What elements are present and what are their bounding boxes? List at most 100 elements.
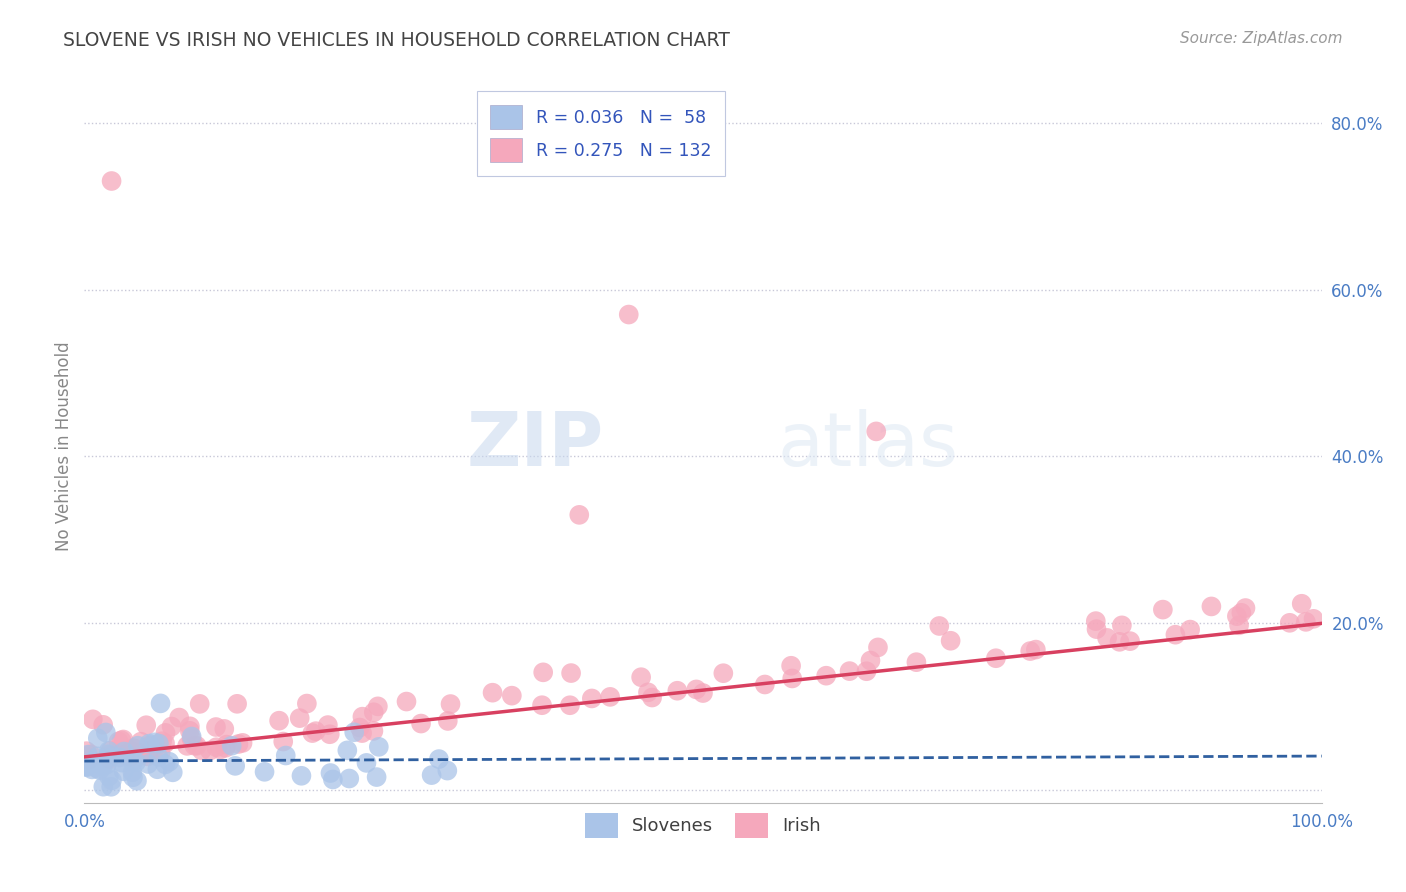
Point xyxy=(97,769,120,783)
Point xyxy=(80,763,103,777)
Point xyxy=(337,772,360,786)
Point xyxy=(617,308,640,322)
Point xyxy=(780,658,803,673)
Point xyxy=(190,743,212,757)
Point xyxy=(86,749,108,764)
Point xyxy=(1230,606,1253,620)
Point xyxy=(155,726,177,740)
Point xyxy=(75,749,97,764)
Point xyxy=(149,746,172,760)
Point xyxy=(352,726,374,740)
Point xyxy=(96,757,118,772)
Point xyxy=(136,756,159,771)
Point xyxy=(101,773,124,788)
Point xyxy=(274,748,297,763)
Point xyxy=(558,698,581,713)
Point xyxy=(215,738,238,752)
Point xyxy=(531,698,554,713)
Point xyxy=(77,753,100,767)
Point xyxy=(176,739,198,753)
Point xyxy=(125,746,148,760)
Point xyxy=(86,762,108,776)
Point xyxy=(367,739,389,754)
Point xyxy=(1178,623,1201,637)
Point xyxy=(122,770,145,784)
Point xyxy=(1084,614,1107,628)
Point xyxy=(180,731,202,746)
Point xyxy=(75,759,97,773)
Point xyxy=(1234,601,1257,615)
Point xyxy=(1119,634,1142,648)
Point xyxy=(125,755,148,769)
Point xyxy=(865,425,887,439)
Point xyxy=(100,780,122,794)
Point xyxy=(205,740,228,755)
Text: atlas: atlas xyxy=(778,409,959,483)
Point xyxy=(98,752,121,766)
Point xyxy=(75,760,97,774)
Point xyxy=(984,651,1007,665)
Point xyxy=(1226,609,1249,624)
Point xyxy=(167,710,190,724)
Point xyxy=(1025,642,1047,657)
Point xyxy=(80,747,103,762)
Point xyxy=(76,744,98,758)
Point xyxy=(146,762,169,776)
Point xyxy=(110,733,132,747)
Point xyxy=(125,773,148,788)
Point xyxy=(160,720,183,734)
Point xyxy=(186,739,208,753)
Legend: Slovenes, Irish: Slovenes, Irish xyxy=(576,804,830,847)
Point xyxy=(630,670,652,684)
Point xyxy=(343,725,366,739)
Point xyxy=(905,655,928,669)
Point xyxy=(859,654,882,668)
Point xyxy=(531,665,554,680)
Point xyxy=(1108,635,1130,649)
Point xyxy=(599,690,621,704)
Point xyxy=(117,746,139,760)
Point xyxy=(409,716,432,731)
Point xyxy=(349,721,371,735)
Point xyxy=(363,723,385,738)
Point xyxy=(866,640,889,655)
Point xyxy=(1111,618,1133,632)
Point xyxy=(436,764,458,778)
Point xyxy=(112,764,135,779)
Point xyxy=(1019,644,1042,658)
Point xyxy=(91,718,114,732)
Y-axis label: No Vehicles in Household: No Vehicles in Household xyxy=(55,341,73,551)
Point xyxy=(481,686,503,700)
Point xyxy=(179,719,201,733)
Point xyxy=(1085,622,1108,636)
Point xyxy=(319,766,342,780)
Point xyxy=(97,744,120,758)
Point xyxy=(290,769,312,783)
Point xyxy=(135,746,157,760)
Point xyxy=(120,750,142,764)
Point xyxy=(439,697,461,711)
Point xyxy=(120,744,142,758)
Point xyxy=(367,699,389,714)
Point xyxy=(107,734,129,748)
Point xyxy=(97,747,120,762)
Text: ZIP: ZIP xyxy=(467,409,605,483)
Point xyxy=(420,768,443,782)
Point xyxy=(641,690,664,705)
Point xyxy=(75,759,97,773)
Point xyxy=(100,174,122,188)
Point xyxy=(1227,618,1250,632)
Point xyxy=(139,738,162,752)
Point xyxy=(214,740,236,755)
Point xyxy=(100,744,122,758)
Point xyxy=(91,780,114,794)
Point xyxy=(1302,612,1324,626)
Point xyxy=(122,755,145,769)
Point xyxy=(138,737,160,751)
Point xyxy=(87,731,110,746)
Point xyxy=(336,743,359,757)
Point xyxy=(666,683,689,698)
Point xyxy=(98,751,121,765)
Point xyxy=(1291,597,1313,611)
Point xyxy=(855,664,877,678)
